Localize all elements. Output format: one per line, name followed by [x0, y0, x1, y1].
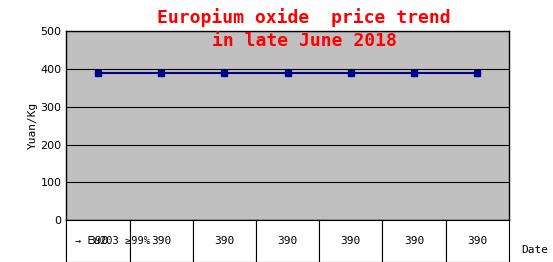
Text: Europium oxide  price trend
in late June 2018: Europium oxide price trend in late June …	[158, 8, 451, 51]
Text: Date: Date	[521, 245, 549, 255]
Y-axis label: Yuan/Kg: Yuan/Kg	[28, 102, 38, 149]
Text: → Eu203 ≥99%: → Eu203 ≥99%	[75, 236, 150, 246]
